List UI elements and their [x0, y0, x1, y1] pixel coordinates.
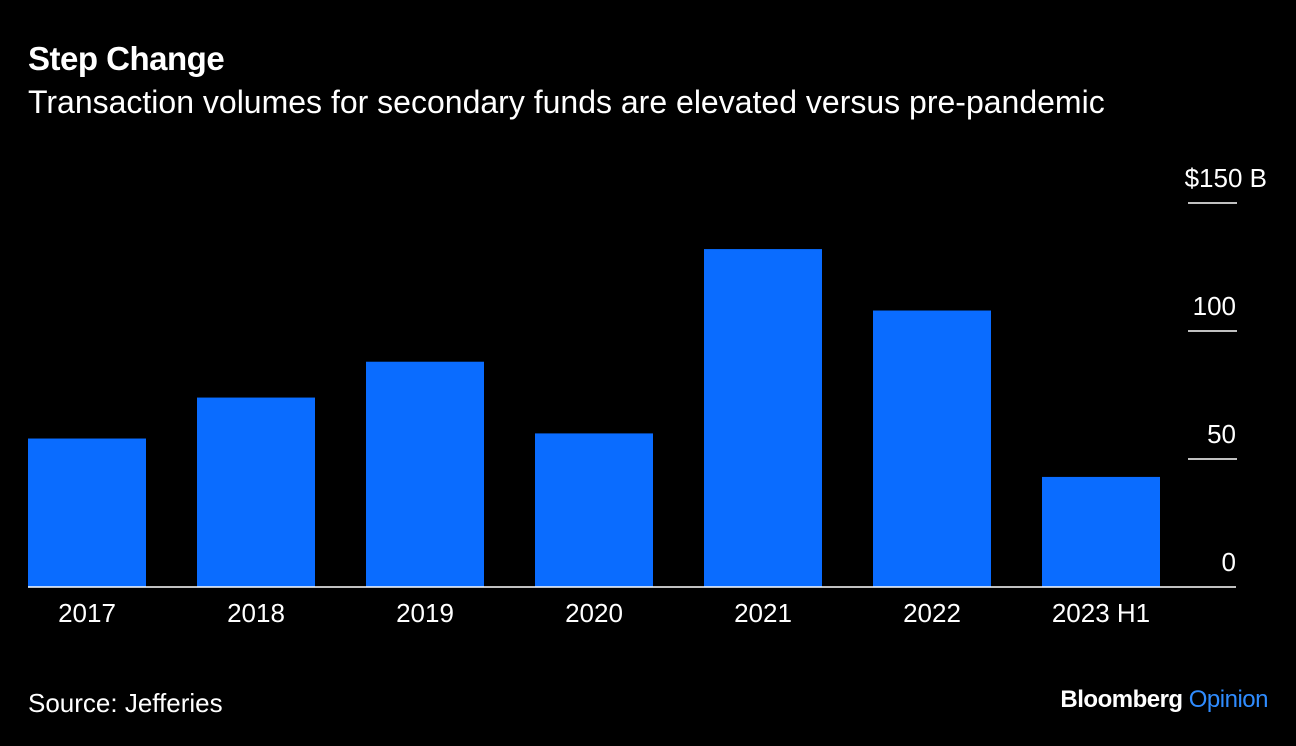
x-tick-label: 2017 [58, 598, 116, 628]
bar-2022 [873, 310, 991, 587]
source-note: Source: Jefferies [28, 688, 223, 718]
y-tick-label: 0 [1222, 547, 1236, 577]
chart-title: Step Change [28, 40, 225, 77]
brand-primary: Bloomberg [1060, 686, 1183, 713]
x-tick-label: 2020 [565, 598, 623, 628]
y-tick-label: $150 B [1185, 163, 1267, 193]
bar-2017 [28, 438, 146, 587]
bar-2021 [704, 249, 822, 587]
brand-logo: Bloomberg Opinion [1060, 686, 1268, 714]
bar-2020 [535, 433, 653, 587]
y-tick-label: 100 [1193, 291, 1236, 321]
x-tick-label: 2018 [227, 598, 285, 628]
x-axis-labels: 2017 2018 2019 2020 2021 2022 2023 H1 [58, 598, 1150, 628]
chart-subtitle: Transaction volumes for secondary funds … [28, 84, 1105, 120]
x-tick-label: 2021 [734, 598, 792, 628]
brand-secondary: Opinion [1188, 686, 1269, 713]
x-tick-label: 2019 [396, 598, 454, 628]
bar-group [28, 249, 1160, 587]
x-tick-label: 2022 [903, 598, 961, 628]
y-tick-label: 50 [1207, 419, 1236, 449]
x-tick-label: 2023 H1 [1052, 598, 1150, 628]
bar-2019 [366, 361, 484, 587]
bar-2023-h1 [1042, 476, 1160, 587]
y-axis: 0 50 100 $150 B [1185, 163, 1267, 577]
bar-2018 [197, 397, 315, 587]
